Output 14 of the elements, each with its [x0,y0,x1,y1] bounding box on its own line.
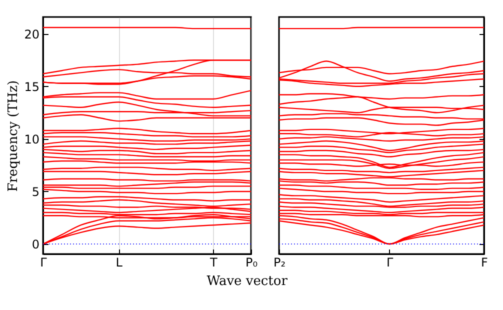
x-tick-label: T [209,256,218,270]
y-tick-label: 15 [24,80,40,94]
y-tick-label: 0 [32,238,40,252]
y-tick-label: 20 [24,27,40,42]
x-tick-label: Γ [386,256,394,270]
y-axis-title: Frequency (THz) [6,80,22,192]
y-tick-label: 5 [32,184,40,199]
x-tick-label: L [116,256,123,270]
x-tick-label: P₂ [273,256,286,270]
y-tick-label: 10 [24,132,40,146]
x-axis-title: Wave vector [206,274,288,289]
x-tick-label: P₀ [245,256,258,270]
x-tick-label: F [481,256,488,270]
x-tick-label: Γ [40,256,48,270]
